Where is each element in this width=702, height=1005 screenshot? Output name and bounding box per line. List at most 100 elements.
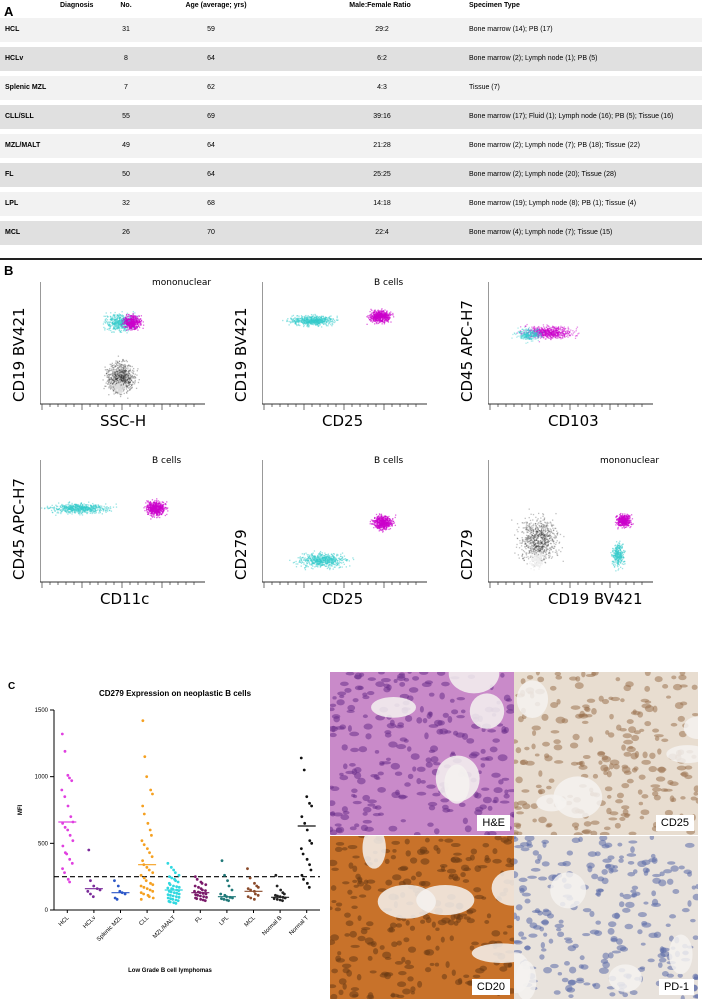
data-point <box>174 902 177 905</box>
data-point <box>303 769 306 772</box>
gate-label: mononuclear <box>600 456 659 466</box>
data-point <box>167 897 170 900</box>
data-point <box>149 829 152 832</box>
data-point <box>219 893 222 896</box>
data-point <box>300 847 303 850</box>
data-point <box>306 829 309 832</box>
data-point <box>169 894 172 897</box>
data-point <box>308 839 311 842</box>
specimen-table: A Diagnosis No. Age (average; yrs) Male:… <box>0 0 702 258</box>
flow-x-axis-label: SSC-H <box>100 412 146 430</box>
data-point <box>68 881 71 884</box>
data-point <box>310 869 313 872</box>
y-tick-label: 500 <box>38 841 49 847</box>
data-point <box>68 777 71 780</box>
x-tick-label: Normal B <box>262 915 284 937</box>
data-point <box>148 869 151 872</box>
gate-label: B cells <box>374 456 403 466</box>
table-header: Diagnosis No. Age (average; yrs) Male:Fe… <box>0 0 702 12</box>
data-point <box>175 895 178 898</box>
age-cell: 64 <box>176 55 246 62</box>
diagnosis-cell: FL <box>5 171 14 178</box>
data-point <box>141 805 144 808</box>
data-point <box>143 886 146 889</box>
x-tick-label: MZL/MALT <box>152 915 177 940</box>
flow-x-axis-label: CD103 <box>548 412 599 430</box>
data-point <box>145 879 148 882</box>
data-point <box>302 853 305 856</box>
data-point <box>140 885 143 888</box>
data-point <box>172 869 175 872</box>
data-point <box>113 879 116 882</box>
y-axis-label: MFI <box>18 805 24 816</box>
cd279-chart: C CD279 Expression on neoplastic B cells… <box>0 660 330 1000</box>
gate-label: mononuclear <box>152 278 211 288</box>
histology-image: CD25 <box>514 672 698 835</box>
data-point <box>279 899 282 902</box>
histology-texture <box>514 672 698 835</box>
data-point <box>151 855 154 858</box>
data-point <box>300 757 303 760</box>
data-point <box>143 813 146 816</box>
data-point <box>70 779 73 782</box>
data-point <box>274 874 277 877</box>
data-point <box>178 874 181 877</box>
histology-stain-label: PD-1 <box>659 979 694 995</box>
histology-stain-label: H&E <box>477 815 510 831</box>
specimen-cell: Bone marrow (2); Lymph node (1); PB (5) <box>469 55 598 62</box>
flow-y-axis-label: CD45 APC-H7 <box>10 478 28 580</box>
flow-scatter <box>488 460 658 610</box>
gate-label: B cells <box>152 456 181 466</box>
flow-plot <box>488 282 658 432</box>
data-point <box>178 896 181 899</box>
data-point <box>301 874 304 877</box>
data-point <box>63 795 66 798</box>
flow-scatter <box>40 282 210 432</box>
data-point <box>170 866 173 869</box>
data-point <box>223 874 226 877</box>
data-point <box>204 899 207 902</box>
data-point <box>64 750 67 753</box>
data-point <box>170 877 173 880</box>
data-point <box>231 889 234 892</box>
data-point <box>202 895 205 898</box>
x-tick-label: FL <box>195 915 205 925</box>
data-point <box>249 877 252 880</box>
flow-y-axis-label: CD279 <box>458 529 476 580</box>
data-point <box>199 898 202 901</box>
data-point <box>60 789 63 792</box>
ratio-cell: 22:4 <box>337 229 427 236</box>
data-point <box>149 889 152 892</box>
data-point <box>150 834 153 837</box>
diagnosis-cell: MCL <box>5 229 20 236</box>
data-point <box>141 839 144 842</box>
specimen-cell: Bone marrow (19); Lymph node (8); PB (1)… <box>469 200 636 207</box>
data-point <box>197 886 200 889</box>
data-point <box>61 867 64 870</box>
data-point <box>152 897 155 900</box>
age-cell: 62 <box>176 84 246 91</box>
data-point <box>223 898 226 901</box>
data-point <box>196 878 199 881</box>
flow-plot <box>40 460 210 610</box>
number-cell: 26 <box>114 229 138 236</box>
data-point <box>170 891 173 894</box>
panel-label-b: B <box>4 263 13 278</box>
data-point <box>142 893 145 896</box>
flow-y-axis-label: CD19 BV421 <box>10 307 28 402</box>
data-point <box>146 822 149 825</box>
flow-x-axis-label: CD11c <box>100 590 149 608</box>
data-point <box>143 843 146 846</box>
data-point <box>151 871 154 874</box>
data-point <box>177 899 180 902</box>
data-point <box>140 891 143 894</box>
flow-plot <box>262 460 432 610</box>
diagnosis-cell: LPL <box>5 200 18 207</box>
data-point <box>253 882 256 885</box>
data-point <box>67 805 70 808</box>
flow-plot <box>40 282 210 432</box>
number-cell: 7 <box>114 84 138 91</box>
data-point <box>151 883 154 886</box>
data-point <box>63 871 66 874</box>
